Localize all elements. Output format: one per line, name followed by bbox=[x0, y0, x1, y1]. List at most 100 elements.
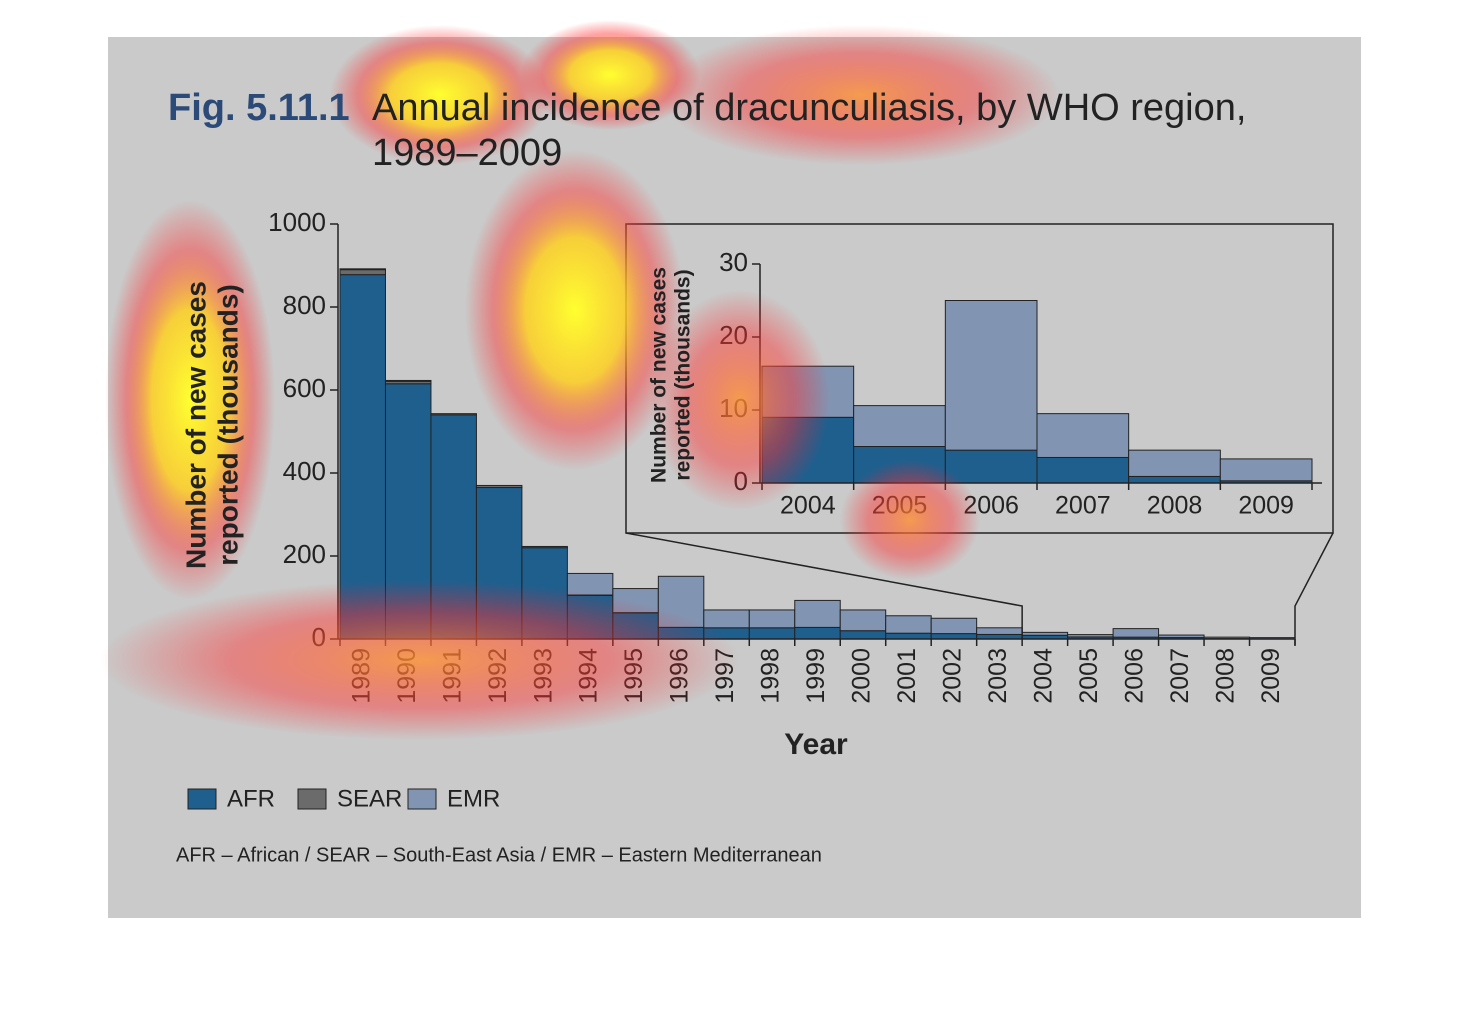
bar-segment bbox=[854, 447, 946, 484]
bar-segment bbox=[658, 576, 703, 627]
x-tick-label: 2003 bbox=[984, 648, 1012, 704]
bar-segment bbox=[1022, 632, 1067, 635]
bar-segment bbox=[476, 485, 521, 487]
x-tick-label: 1998 bbox=[757, 648, 785, 704]
x-tick-label: 2009 bbox=[1257, 648, 1285, 704]
x-tick-label: 1999 bbox=[802, 648, 830, 704]
bar-segment bbox=[613, 613, 658, 639]
y-tick-label: 400 bbox=[283, 456, 326, 486]
legend-swatch bbox=[408, 789, 436, 809]
bar-segment bbox=[886, 633, 931, 639]
y-tick-label: 600 bbox=[283, 373, 326, 403]
bar-segment bbox=[795, 627, 840, 639]
x-tick-label: 2007 bbox=[1055, 492, 1111, 520]
legend-swatch bbox=[298, 789, 326, 809]
bar-segment bbox=[1220, 459, 1312, 481]
x-tick-label: 2005 bbox=[872, 492, 928, 520]
y-axis-label-line: Number of new cases bbox=[180, 281, 211, 569]
x-tick-label: 1990 bbox=[393, 648, 421, 704]
x-tick-label: 2004 bbox=[1029, 648, 1057, 704]
chart-title: Annual incidence of dracunculiasis, by W… bbox=[372, 87, 1246, 129]
x-tick-label: 2008 bbox=[1147, 492, 1203, 520]
x-tick-label: 1997 bbox=[711, 648, 739, 704]
inset-y-axis-label: Number of new cases reported (thousands) bbox=[648, 267, 695, 483]
y-tick-label: 1000 bbox=[268, 207, 326, 237]
bar-segment bbox=[340, 269, 385, 270]
x-tick-label: 1989 bbox=[347, 648, 375, 704]
x-tick-label: 1993 bbox=[529, 648, 557, 704]
x-tick-label: 2002 bbox=[939, 648, 967, 704]
chart-title: 1989–2009 bbox=[372, 132, 562, 174]
x-tick-label: 1991 bbox=[438, 648, 466, 704]
bar-segment bbox=[385, 380, 430, 381]
x-tick-label: 2001 bbox=[893, 648, 921, 704]
bar-segment bbox=[931, 634, 976, 639]
x-tick-label: 1995 bbox=[620, 648, 648, 704]
bar-segment bbox=[931, 618, 976, 633]
y-tick-label: 30 bbox=[719, 247, 748, 277]
x-tick-label: 2006 bbox=[1120, 648, 1148, 704]
bar-segment bbox=[840, 610, 885, 631]
bar-segment bbox=[1113, 629, 1158, 638]
y-tick-label: 0 bbox=[734, 466, 748, 496]
bar-segment bbox=[854, 406, 946, 447]
bar-segment bbox=[1037, 414, 1129, 458]
x-tick-label: 2009 bbox=[1238, 492, 1294, 520]
x-tick-label: 1992 bbox=[484, 648, 512, 704]
bar-segment bbox=[385, 384, 430, 639]
y-axis-label-line: reported (thousands) bbox=[212, 284, 243, 566]
y-tick-label: 200 bbox=[283, 539, 326, 569]
footnote: AFR – African / SEAR – South-East Asia /… bbox=[176, 844, 822, 866]
bar-segment bbox=[749, 628, 794, 639]
bar-segment bbox=[567, 573, 612, 595]
y-axis-label-line: reported (thousands) bbox=[672, 269, 695, 480]
bar-segment bbox=[1037, 457, 1129, 483]
bar-segment bbox=[840, 631, 885, 639]
bar-segment bbox=[704, 610, 749, 628]
x-axis-label: Year bbox=[784, 728, 848, 761]
title-label: Fig. 5.11.1 bbox=[168, 87, 350, 129]
bar-segment bbox=[522, 548, 567, 639]
bar-segment bbox=[658, 627, 703, 639]
bar-segment bbox=[522, 546, 567, 547]
x-tick-label: 2007 bbox=[1166, 648, 1194, 704]
bar-segment bbox=[431, 415, 476, 639]
x-tick-label: 2000 bbox=[848, 648, 876, 704]
legend-label: AFR bbox=[227, 785, 275, 812]
y-tick-label: 10 bbox=[719, 393, 748, 423]
bar-segment bbox=[1129, 476, 1221, 483]
x-tick-label: 2006 bbox=[963, 492, 1019, 520]
bar-segment bbox=[886, 616, 931, 633]
bar-segment bbox=[613, 589, 658, 613]
bar-segment bbox=[340, 275, 385, 639]
y-axis-label: Number of new cases reported (thousands) bbox=[180, 281, 243, 569]
bar-segment bbox=[1159, 635, 1204, 637]
bar-segment bbox=[1068, 635, 1113, 637]
bar-segment bbox=[795, 600, 840, 627]
bar-segment bbox=[762, 366, 854, 417]
x-tick-label: 1994 bbox=[575, 648, 603, 704]
bar-segment bbox=[977, 628, 1022, 635]
legend-label: EMR bbox=[447, 785, 500, 812]
y-tick-label: 0 bbox=[312, 622, 326, 652]
legend-swatch bbox=[188, 789, 216, 809]
x-tick-label: 2008 bbox=[1211, 648, 1239, 704]
bar-segment bbox=[704, 628, 749, 639]
x-tick-label: 1996 bbox=[666, 648, 694, 704]
bar-segment bbox=[1129, 450, 1221, 476]
bar-segment bbox=[945, 450, 1037, 483]
legend-label: SEAR bbox=[337, 785, 402, 812]
bar-segment bbox=[340, 270, 385, 275]
bar-segment bbox=[431, 414, 476, 415]
x-tick-label: 2004 bbox=[780, 492, 836, 520]
bar-segment bbox=[567, 595, 612, 639]
bar-segment bbox=[476, 488, 521, 639]
y-tick-label: 800 bbox=[283, 290, 326, 320]
y-axis-label-line: Number of new cases bbox=[648, 267, 671, 483]
bar-segment bbox=[762, 417, 854, 483]
x-tick-label: 2005 bbox=[1075, 648, 1103, 704]
y-tick-label: 20 bbox=[719, 320, 748, 350]
bar-segment bbox=[945, 301, 1037, 451]
